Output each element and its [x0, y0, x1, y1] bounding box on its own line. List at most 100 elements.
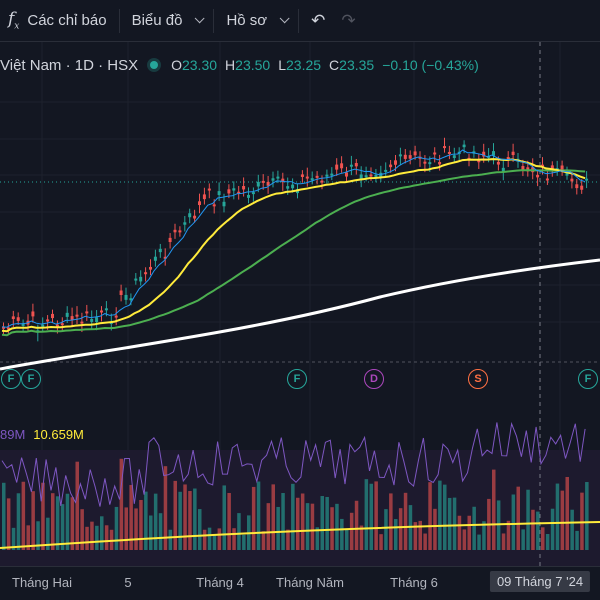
- volume-bar: [511, 494, 516, 550]
- volume-bar: [178, 491, 182, 550]
- candle: [256, 181, 260, 187]
- crosshair-date-label: 09 Tháng 7 '24: [489, 571, 591, 592]
- candle: [207, 188, 211, 191]
- top-toolbar: fx Các chỉ báo Biểu đồ Hồ sơ ↶ ↷: [0, 0, 600, 42]
- close-value: C23.35: [329, 57, 375, 73]
- candle: [541, 164, 544, 168]
- candle: [75, 314, 79, 317]
- candle: [100, 310, 103, 313]
- candle: [335, 164, 339, 170]
- volume-bar: [129, 484, 133, 550]
- volume-bar: [467, 515, 471, 550]
- event-marker[interactable]: S: [468, 369, 488, 389]
- market-status-dot: [150, 61, 159, 69]
- volume-bar: [183, 484, 187, 550]
- candle: [286, 186, 290, 189]
- volume-bar: [492, 469, 496, 550]
- volume-bar: [144, 491, 148, 550]
- time-axis[interactable]: Tháng Hai 5 Tháng 4 Tháng Năm Tháng 6 09…: [0, 566, 600, 600]
- open-value: O23.30: [171, 57, 218, 73]
- volume-bar: [413, 522, 418, 550]
- candle: [242, 186, 246, 190]
- event-marker[interactable]: F: [1, 369, 21, 389]
- indicators-label: Các chỉ báo: [27, 12, 107, 29]
- volume-bar: [198, 509, 202, 550]
- event-marker[interactable]: F: [21, 369, 41, 389]
- candle: [487, 155, 491, 158]
- candle: [95, 317, 99, 323]
- candle: [232, 188, 236, 191]
- volume-value: 89M: [0, 427, 26, 442]
- price-chart[interactable]: [0, 42, 600, 566]
- candle: [340, 163, 344, 169]
- candle: [217, 191, 221, 195]
- candle: [55, 324, 59, 327]
- time-tick: Tháng 6: [390, 575, 438, 590]
- volume-bar: [374, 481, 378, 550]
- volume-bar: [60, 504, 65, 550]
- symbol-title[interactable]: Việt Nam · 1D · HSX: [0, 56, 139, 74]
- candle: [300, 174, 304, 177]
- candle: [345, 172, 348, 177]
- event-marker[interactable]: F: [578, 369, 598, 389]
- candle: [114, 315, 118, 318]
- volume-bar: [477, 534, 481, 550]
- candle: [560, 165, 564, 171]
- volume-bar: [163, 466, 168, 550]
- candle: [183, 222, 187, 225]
- candle: [46, 319, 50, 322]
- volume-bar: [541, 527, 545, 550]
- event-marker[interactable]: F: [287, 369, 307, 389]
- volume-bar: [55, 496, 60, 550]
- profile-menu-button[interactable]: Hồ sơ: [218, 0, 294, 42]
- volume-bar: [585, 482, 589, 550]
- volume-bar: [65, 493, 70, 550]
- candle: [266, 181, 270, 186]
- volume-bar: [531, 509, 535, 550]
- volume-bar: [80, 509, 84, 550]
- candle: [575, 184, 579, 189]
- volume-moving-average: [0, 521, 600, 549]
- candle: [501, 167, 505, 172]
- volume-bar: [237, 513, 241, 550]
- candle: [394, 160, 397, 165]
- volume-bar: [320, 496, 324, 550]
- candle: [222, 201, 226, 207]
- toolbar-divider: [213, 8, 215, 33]
- volume-bar: [472, 506, 476, 550]
- volume-bar: [85, 526, 89, 550]
- volume-bar: [457, 515, 462, 550]
- candle: [6, 327, 10, 330]
- candle: [511, 151, 515, 156]
- event-marker[interactable]: D: [364, 369, 384, 389]
- volume-oscillator-line: [1, 421, 586, 507]
- candle: [570, 178, 574, 182]
- symbol-legend: Việt Nam · 1D · HSX O23.30 H23.50 L23.25…: [0, 54, 479, 76]
- candle: [227, 189, 231, 194]
- candle: [202, 194, 206, 200]
- volume-bar: [51, 493, 55, 550]
- redo-button[interactable]: ↷: [333, 0, 363, 42]
- volume-bar: [251, 486, 256, 550]
- volume-bar: [369, 483, 373, 550]
- volume-bar: [31, 491, 35, 550]
- indicators-button[interactable]: fx Các chỉ báo: [0, 0, 115, 42]
- volume-bar: [305, 503, 310, 550]
- volume-bar: [462, 529, 467, 550]
- chevron-down-icon: [279, 13, 290, 24]
- volume-bar: [349, 512, 354, 550]
- chart-menu-button[interactable]: Biểu đồ: [124, 0, 210, 42]
- undo-icon: ↶: [311, 10, 326, 30]
- candle: [188, 213, 192, 218]
- volume-bar: [384, 509, 388, 550]
- candle: [320, 180, 324, 183]
- volume-bar: [296, 497, 300, 550]
- moving-average-long: [0, 258, 600, 371]
- volume-bar: [433, 508, 437, 550]
- candle: [462, 144, 466, 148]
- undo-button[interactable]: ↶: [303, 0, 333, 42]
- volume-bar: [516, 486, 520, 550]
- time-tick: Tháng Hai: [12, 575, 72, 590]
- volume-bar: [570, 509, 574, 550]
- candle: [276, 176, 280, 179]
